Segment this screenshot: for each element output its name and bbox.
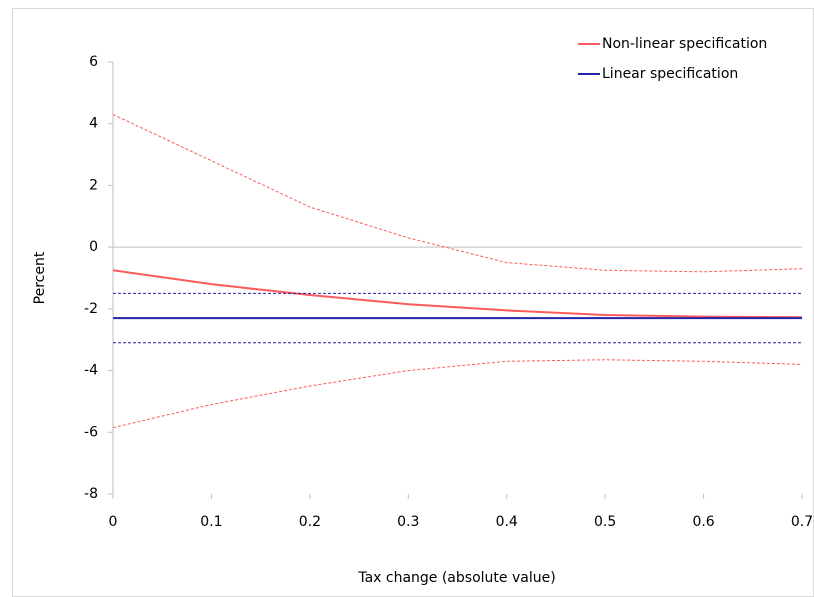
y-tick-label: 4 <box>89 116 98 132</box>
chart-frame <box>12 8 814 597</box>
x-tick-label: 0.4 <box>496 514 518 530</box>
x-tick-label: 0.3 <box>397 514 419 530</box>
x-tick-label: 0.5 <box>594 514 616 530</box>
x-tick-label: 0.2 <box>299 514 321 530</box>
y-tick-label: -4 <box>84 363 98 379</box>
x-tick-label: 0 <box>109 514 118 530</box>
y-tick-label: 6 <box>89 54 98 70</box>
y-tick-label: 2 <box>89 177 98 193</box>
x-tick-label: 0.7 <box>791 514 813 530</box>
y-tick-label: 0 <box>89 239 98 255</box>
series-line <box>112 269 803 319</box>
x-tick-label: 0.1 <box>200 514 222 530</box>
confidence-band <box>112 114 803 273</box>
confidence-band <box>112 359 803 429</box>
y-tick-label: -6 <box>84 424 98 440</box>
legend-label: Linear specification <box>602 66 738 82</box>
y-tick-label: -2 <box>84 301 98 317</box>
legend-label: Non-linear specification <box>602 36 767 52</box>
x-axis-label: Tax change (absolute value) <box>357 570 555 586</box>
x-tick-label: 0.6 <box>692 514 714 530</box>
y-tick-label: -8 <box>84 486 98 502</box>
y-axis-label: Percent <box>32 251 48 304</box>
